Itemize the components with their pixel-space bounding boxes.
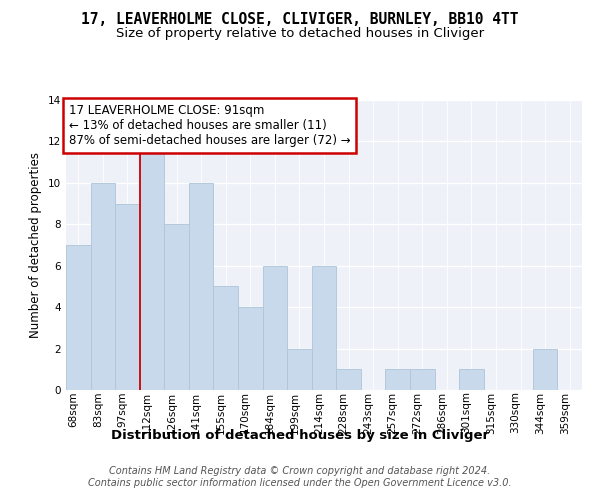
Bar <box>115 204 140 390</box>
Bar <box>238 307 263 390</box>
Text: Distribution of detached houses by size in Cliviger: Distribution of detached houses by size … <box>111 428 489 442</box>
Bar <box>336 370 361 390</box>
Text: 17 LEAVERHOLME CLOSE: 91sqm
← 13% of detached houses are smaller (11)
87% of sem: 17 LEAVERHOLME CLOSE: 91sqm ← 13% of det… <box>68 104 350 148</box>
Bar <box>459 370 484 390</box>
Bar <box>189 183 214 390</box>
Bar <box>385 370 410 390</box>
Bar <box>533 348 557 390</box>
Text: Size of property relative to detached houses in Cliviger: Size of property relative to detached ho… <box>116 28 484 40</box>
Text: Contains HM Land Registry data © Crown copyright and database right 2024.
Contai: Contains HM Land Registry data © Crown c… <box>88 466 512 487</box>
Bar <box>410 370 434 390</box>
Bar <box>263 266 287 390</box>
Bar <box>66 245 91 390</box>
Bar <box>312 266 336 390</box>
Y-axis label: Number of detached properties: Number of detached properties <box>29 152 43 338</box>
Bar <box>164 224 189 390</box>
Bar <box>140 142 164 390</box>
Text: 17, LEAVERHOLME CLOSE, CLIVIGER, BURNLEY, BB10 4TT: 17, LEAVERHOLME CLOSE, CLIVIGER, BURNLEY… <box>81 12 519 28</box>
Bar <box>91 183 115 390</box>
Bar <box>214 286 238 390</box>
Bar <box>287 348 312 390</box>
